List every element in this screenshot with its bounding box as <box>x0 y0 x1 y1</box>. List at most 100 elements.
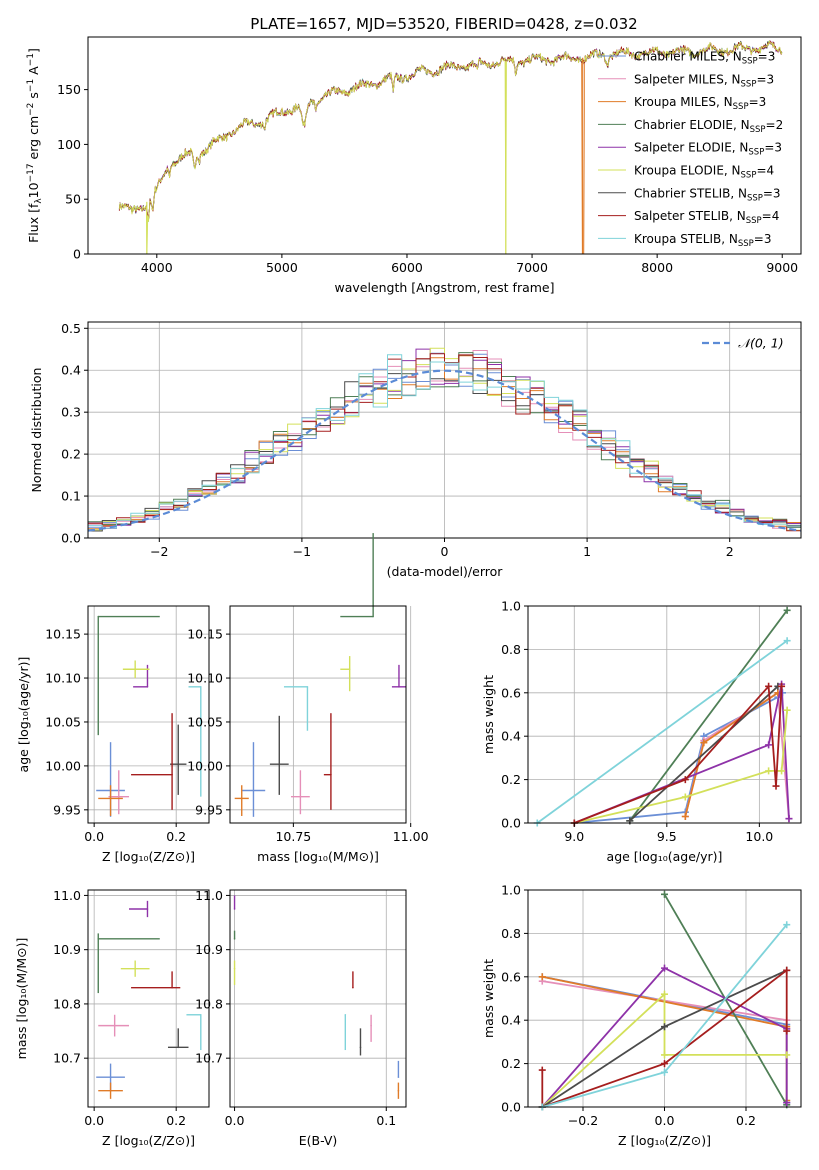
age_vs_Z-frame: 0.0 0.2 9.95 10.00 10.05 10.10 10.15 Z [log₁₀(Z… <box>16 605 210 864</box>
y-tick-label: 0.2 <box>501 1056 521 1071</box>
data-point <box>398 686 400 688</box>
mass_vs_EBV-axes <box>230 890 406 1107</box>
series-marker <box>538 1066 546 1074</box>
series-marker <box>783 966 791 974</box>
y-tick-label: 150 <box>57 82 81 97</box>
y-tick-label: 11.0 <box>53 888 81 903</box>
data-point <box>134 668 136 671</box>
y-tick-label: 0.0 <box>501 1100 521 1115</box>
x-tick-label: 2 <box>726 544 734 559</box>
legend-label-tail: =3 <box>749 95 767 109</box>
legend-label-sub: SSP <box>748 148 764 158</box>
x-axis-label: Z [log₁₀(Z/Z⊙)] <box>618 1133 711 1148</box>
y-tick-label: 10.05 <box>187 714 223 729</box>
data-point <box>199 1013 202 1016</box>
legend-label-main: Kroupa MILES, N <box>634 95 733 109</box>
y-tick-label: 10.15 <box>187 627 223 642</box>
axes-frame <box>87 605 210 824</box>
y-tick-label: 50 <box>65 192 81 207</box>
y-tick-label: 0.3 <box>61 405 81 420</box>
legend-label: 𝒩(0, 1) <box>738 336 784 351</box>
series-line <box>536 639 788 824</box>
legend-label: Kroupa ELODIE, NSSP=4 <box>634 164 774 181</box>
x-axis-label: Z [log₁₀(Z/Z⊙)] <box>102 1133 195 1148</box>
x-tick-label: 6000 <box>391 260 423 275</box>
spectrum-frame: 4000 5000 6000 7000 8000 9000 0 50 100 150 wavelen… <box>26 36 802 295</box>
y-tick-label: 0.4 <box>61 363 81 378</box>
y-tick-label: 10.00 <box>45 758 81 773</box>
data-point <box>109 797 112 800</box>
y-tick-label: 0.8 <box>501 926 521 941</box>
axes-frame <box>87 889 210 1108</box>
legend-label-main: Chabrier ELODIE, N <box>634 118 750 132</box>
axes-frame <box>229 605 407 824</box>
series-marker <box>538 973 546 981</box>
mass_weight_vs_Z-frame: −0.2 0.0 0.2 0.0 0.2 0.4 0.6 0.8 1.0 Z [log₁₀(Z/Z… <box>481 883 802 1148</box>
y-axis-label: mass weight <box>481 675 496 754</box>
y-axis-label-part: 10 <box>26 182 41 198</box>
series-marker <box>783 637 791 645</box>
spectrum-line-kroupa-elodie <box>118 40 783 255</box>
legend-label-main: Chabrier MILES, N <box>634 50 742 64</box>
x-tick-label: 9.5 <box>657 829 677 844</box>
x-axis-label: mass [log₁₀(M/M⊙)] <box>257 849 379 864</box>
y-tick-label: 10.10 <box>45 671 81 686</box>
series-line <box>574 692 784 824</box>
series-marker <box>778 767 786 775</box>
mass-vs-EBV-points <box>233 895 400 1099</box>
data-point <box>348 668 351 671</box>
y-axis-label: mass weight <box>481 959 496 1038</box>
y-tick-label: 0.4 <box>501 729 521 744</box>
series-marker <box>700 739 708 747</box>
x-tick-label: 0.0 <box>84 829 104 844</box>
series-marker <box>681 793 689 801</box>
x-tick-label: 0.2 <box>736 1113 756 1128</box>
series-line <box>629 609 788 822</box>
y-tick-label: 10.9 <box>195 942 223 957</box>
y-axis-label-part: s <box>26 92 41 103</box>
histogram-kroupa-stelib <box>87 354 801 538</box>
legend-label-main: Salpeter MILES, N <box>634 72 741 86</box>
axes-frame <box>527 605 802 824</box>
y-tick-label: 10.05 <box>45 714 81 729</box>
x-tick-label: 0.0 <box>84 1113 104 1128</box>
legend-label-tail: =2 <box>766 118 784 132</box>
legend-label-tail: =4 <box>756 164 774 178</box>
data-point <box>372 615 374 618</box>
data-point <box>146 908 149 910</box>
data-point <box>97 615 100 618</box>
normal-curve <box>87 369 802 532</box>
y-tick-label: 10.7 <box>195 1051 223 1066</box>
data-point <box>330 773 332 776</box>
x-tick-label: 7000 <box>516 260 548 275</box>
x-tick-label: 1 <box>583 544 591 559</box>
legend-label: Kroupa STELIB, NSSP=3 <box>634 232 772 249</box>
series-marker <box>661 1051 668 1059</box>
data-point <box>233 938 236 940</box>
data-point <box>233 908 236 910</box>
legend-label-tail: =3 <box>756 72 774 86</box>
y-tick-label: 0.0 <box>501 816 521 831</box>
y-tick-label: 1.0 <box>501 599 521 614</box>
series-marker <box>783 606 791 614</box>
axes-frame <box>229 889 407 1108</box>
y-tick-label: 0.5 <box>61 321 81 336</box>
series-marker <box>681 812 689 820</box>
series-marker <box>783 921 791 929</box>
series-marker <box>661 964 668 972</box>
x-axis-label: (data-model)/error <box>387 564 504 579</box>
y-tick-label: 10.00 <box>187 758 223 773</box>
axes-frame <box>87 36 802 255</box>
data-point <box>397 1089 400 1092</box>
x-axis-label: E(B-V) <box>299 1133 338 1148</box>
series-marker <box>661 990 668 998</box>
plot-layer: 4000 5000 6000 7000 8000 9000050100150wavelen… <box>14 36 802 1148</box>
residual-histograms <box>87 347 802 538</box>
age-vs-Z-points <box>96 615 202 817</box>
series-marker <box>765 767 773 775</box>
legend-label: Kroupa MILES, NSSP=3 <box>634 95 766 112</box>
legend-label-main: Salpeter ELODIE, N <box>634 141 748 155</box>
data-point <box>134 967 136 970</box>
x-tick-label: 4000 <box>141 260 173 275</box>
data-point <box>397 1076 400 1078</box>
